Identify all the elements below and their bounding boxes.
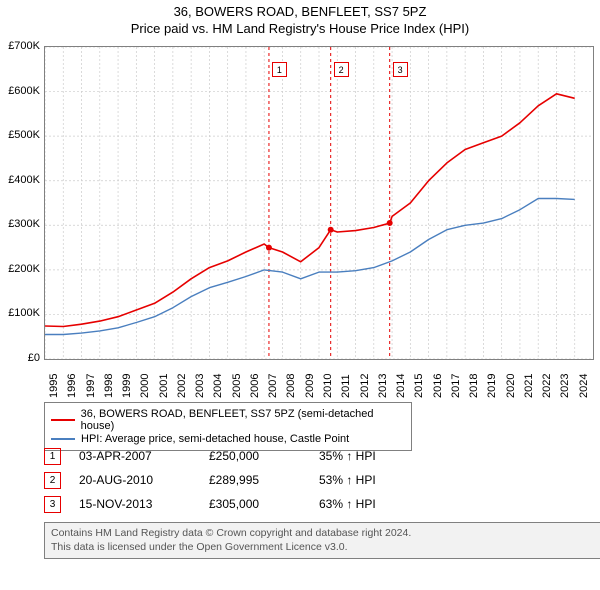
transaction-marker-box: 3 — [393, 62, 408, 77]
attribution-line2: This data is licensed under the Open Gov… — [51, 541, 599, 555]
x-tick-label: 2008 — [285, 374, 297, 398]
x-tick-label: 2006 — [249, 374, 261, 398]
transaction-marker-box: 2 — [334, 62, 349, 77]
chart-container: 36, BOWERS ROAD, BENFLEET, SS7 5PZ Price… — [0, 0, 600, 590]
x-tick-label: 2012 — [359, 374, 371, 398]
transaction-date: 03-APR-2007 — [79, 449, 209, 463]
title-address: 36, BOWERS ROAD, BENFLEET, SS7 5PZ — [0, 4, 600, 19]
transaction-date: 20-AUG-2010 — [79, 473, 209, 487]
y-tick-label: £400K — [0, 174, 40, 186]
transaction-row: 3 15-NOV-2013 £305,000 63% ↑ HPI — [44, 492, 376, 516]
transaction-price: £250,000 — [209, 449, 319, 463]
chart-plot-area — [44, 46, 594, 360]
transaction-marker-box: 1 — [272, 62, 287, 77]
transaction-price: £305,000 — [209, 497, 319, 511]
legend-swatch-property — [51, 419, 75, 421]
transaction-date: 15-NOV-2013 — [79, 497, 209, 511]
x-tick-label: 2013 — [377, 374, 389, 398]
transaction-delta: 53% ↑ HPI — [319, 473, 376, 487]
x-tick-label: 2014 — [395, 374, 407, 398]
x-tick-label: 2003 — [194, 374, 206, 398]
x-tick-label: 2020 — [505, 374, 517, 398]
transaction-badge: 3 — [44, 496, 61, 513]
x-tick-label: 2005 — [231, 374, 243, 398]
transaction-badge: 1 — [44, 448, 61, 465]
attribution-box: Contains HM Land Registry data © Crown c… — [44, 522, 600, 559]
x-tick-label: 2024 — [578, 374, 590, 398]
transaction-row: 2 20-AUG-2010 £289,995 53% ↑ HPI — [44, 468, 376, 492]
transactions-table: 1 03-APR-2007 £250,000 35% ↑ HPI 2 20-AU… — [44, 444, 376, 516]
x-tick-label: 2021 — [523, 374, 535, 398]
transaction-delta: 63% ↑ HPI — [319, 497, 376, 511]
x-tick-label: 2015 — [413, 374, 425, 398]
x-tick-label: 2019 — [486, 374, 498, 398]
attribution-line1: Contains HM Land Registry data © Crown c… — [51, 527, 599, 541]
x-tick-label: 2000 — [139, 374, 151, 398]
x-tick-label: 2009 — [304, 374, 316, 398]
x-tick-label: 1999 — [121, 374, 133, 398]
x-tick-label: 2017 — [450, 374, 462, 398]
transaction-delta: 35% ↑ HPI — [319, 449, 376, 463]
x-tick-label: 1996 — [66, 374, 78, 398]
x-tick-label: 2002 — [176, 374, 188, 398]
legend-swatch-hpi — [51, 438, 75, 440]
transaction-badge: 2 — [44, 472, 61, 489]
chart-svg — [45, 47, 593, 359]
y-tick-label: £0 — [0, 352, 40, 364]
x-tick-label: 1995 — [48, 374, 60, 398]
title-subtitle: Price paid vs. HM Land Registry's House … — [0, 21, 600, 36]
x-tick-label: 2018 — [468, 374, 480, 398]
x-tick-label: 1997 — [85, 374, 97, 398]
x-tick-label: 2011 — [340, 374, 352, 398]
legend-label-property: 36, BOWERS ROAD, BENFLEET, SS7 5PZ (semi… — [81, 408, 405, 432]
y-tick-label: £300K — [0, 218, 40, 230]
x-tick-label: 2016 — [432, 374, 444, 398]
legend-item-property: 36, BOWERS ROAD, BENFLEET, SS7 5PZ (semi… — [51, 408, 405, 432]
x-tick-label: 2022 — [541, 374, 553, 398]
transaction-row: 1 03-APR-2007 £250,000 35% ↑ HPI — [44, 444, 376, 468]
transaction-price: £289,995 — [209, 473, 319, 487]
x-tick-label: 2001 — [158, 374, 170, 398]
y-tick-label: £200K — [0, 263, 40, 275]
y-tick-label: £500K — [0, 129, 40, 141]
x-tick-label: 2004 — [212, 374, 224, 398]
y-tick-label: £600K — [0, 85, 40, 97]
x-tick-label: 1998 — [103, 374, 115, 398]
y-tick-label: £100K — [0, 307, 40, 319]
x-tick-label: 2007 — [267, 374, 279, 398]
x-tick-label: 2010 — [322, 374, 334, 398]
y-tick-label: £700K — [0, 40, 40, 52]
x-tick-label: 2023 — [559, 374, 571, 398]
title-block: 36, BOWERS ROAD, BENFLEET, SS7 5PZ Price… — [0, 0, 600, 36]
